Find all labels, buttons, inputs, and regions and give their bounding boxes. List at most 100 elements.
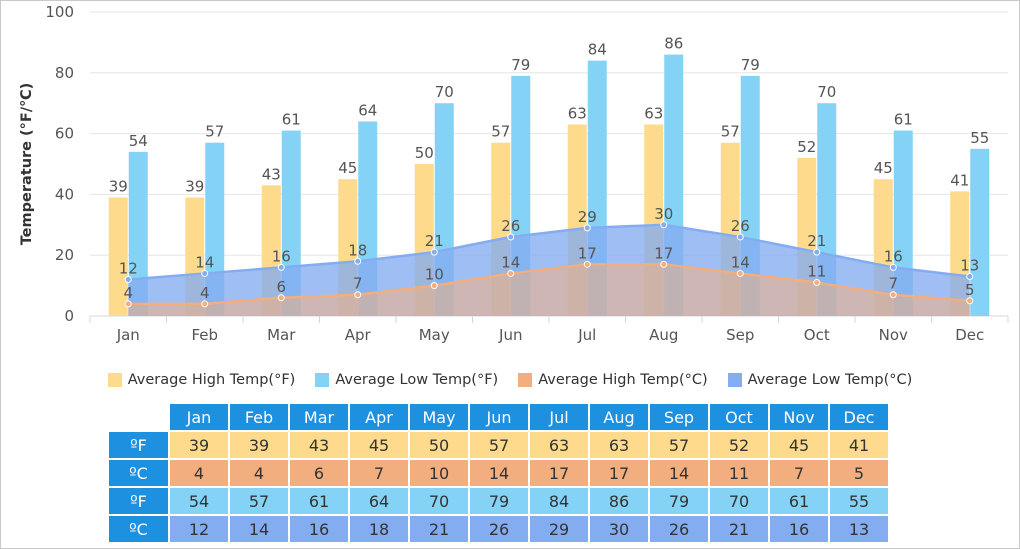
table-cell: 16 [768, 514, 830, 544]
table-cell: 63 [588, 430, 650, 460]
area-point [507, 269, 515, 277]
area-data-label: 14 [501, 253, 520, 271]
bar-data-label: 70 [817, 83, 836, 101]
x-tick-label: May [419, 326, 450, 344]
table-cell: 52 [708, 430, 770, 460]
area-data-label: 18 [348, 241, 367, 259]
legend-item[interactable]: Average Low Temp(°C) [727, 372, 913, 388]
area-point [813, 279, 821, 287]
table-cell: 17 [588, 458, 650, 488]
area-point [966, 297, 974, 305]
bar-data-label: 79 [741, 56, 760, 74]
table-cell: 54 [168, 486, 230, 516]
table-cell: 61 [768, 486, 830, 516]
x-tick-label: Nov [879, 326, 908, 344]
table-row-label: ºC [107, 458, 170, 488]
table-row-label: ºC [107, 514, 170, 544]
table-month-header: Jul [528, 402, 590, 432]
x-tick-label: Feb [191, 326, 218, 344]
area-data-label: 21 [425, 232, 444, 250]
table-cell: 21 [408, 514, 470, 544]
bar-data-label: 61 [282, 111, 301, 129]
table-cell: 7 [768, 458, 830, 488]
bar-data-label: 43 [262, 165, 281, 183]
table-cell: 45 [768, 430, 830, 460]
y-tick-label: 20 [55, 246, 74, 264]
legend-item[interactable]: Average Low Temp(°F) [315, 372, 498, 388]
table-cell: 4 [168, 458, 230, 488]
area-data-label: 21 [807, 232, 826, 250]
area-data-label: 6 [276, 278, 286, 296]
table-corner [107, 402, 170, 432]
area-point [583, 260, 591, 268]
table-row-label: ºF [107, 486, 170, 516]
table-month-header: Mar [288, 402, 350, 432]
table-cell: 26 [648, 514, 710, 544]
table-month-header: Jan [168, 402, 230, 432]
x-tick-label: Oct [804, 326, 830, 344]
legend-item[interactable]: Average High Temp(°F) [107, 372, 295, 388]
table-month-header: Dec [828, 402, 890, 432]
table-row: ºC 4 4 6 7 10 14 17 17 14 11 7 5 [107, 458, 890, 488]
table-cell: 64 [348, 486, 410, 516]
area-fill [128, 264, 970, 316]
bar-data-label: 55 [970, 129, 989, 147]
table-cell: 13 [828, 514, 890, 544]
area-point [583, 224, 591, 232]
legend-swatch [518, 373, 533, 387]
table-cell: 57 [648, 430, 710, 460]
table-cell: 10 [408, 458, 470, 488]
legend-swatch [727, 373, 742, 387]
area-point [889, 263, 897, 271]
table-cell: 4 [228, 458, 290, 488]
area-data-label: 7 [353, 275, 363, 293]
table-cell: 57 [468, 430, 530, 460]
area-line [128, 263, 970, 306]
x-tick-label: Jan [116, 326, 140, 344]
bar-data-label: 57 [205, 123, 224, 141]
bar-data-label: 84 [588, 41, 607, 59]
bar-data-label: 45 [338, 159, 357, 177]
area-data-label: 13 [960, 256, 979, 274]
y-tick-label: 0 [64, 307, 74, 325]
legend-item[interactable]: Average High Temp(°C) [518, 372, 708, 388]
bar-data-label: 63 [568, 104, 587, 122]
legend-label: Average High Temp(°C) [538, 372, 708, 388]
area-data-label: 14 [731, 253, 750, 271]
area-data-label: 10 [425, 266, 444, 284]
table-row-label: ºF [107, 430, 170, 460]
area-point [354, 257, 362, 265]
area-point [354, 291, 362, 299]
table-cell: 84 [528, 486, 590, 516]
table-cell: 63 [528, 430, 590, 460]
bar-data-label: 70 [435, 83, 454, 101]
area-point [124, 300, 132, 308]
area-point [660, 221, 668, 229]
table-month-header: Nov [768, 402, 830, 432]
table-row: ºF 39 39 43 45 50 57 63 63 57 52 45 41 [107, 430, 890, 460]
table-cell: 57 [228, 486, 290, 516]
table-cell: 18 [348, 514, 410, 544]
table-cell: 12 [168, 514, 230, 544]
table-month-header: May [408, 402, 470, 432]
area-point [124, 276, 132, 284]
area-data-label: 17 [654, 244, 673, 262]
table-row: ºF 54 57 61 64 70 79 84 86 79 70 61 55 [107, 486, 890, 516]
area-data-label: 16 [272, 247, 291, 265]
legend-label: Average Low Temp(°F) [335, 372, 499, 388]
bar [970, 148, 990, 316]
x-tick-label: Mar [267, 326, 296, 344]
area-point [201, 269, 209, 277]
table-cell: 21 [708, 514, 770, 544]
table-cell: 14 [228, 514, 290, 544]
table-cell: 79 [648, 486, 710, 516]
legend-label: Average Low Temp(°C) [747, 372, 913, 388]
y-axis-label: Temperature (°F/℃) [19, 83, 35, 246]
area-data-label: 17 [578, 244, 597, 262]
bar-data-label: 52 [797, 138, 816, 156]
area-line [128, 223, 970, 281]
table-cell: 14 [648, 458, 710, 488]
table-cell: 30 [588, 514, 650, 544]
area-point [966, 272, 974, 280]
table-cell: 16 [288, 514, 350, 544]
